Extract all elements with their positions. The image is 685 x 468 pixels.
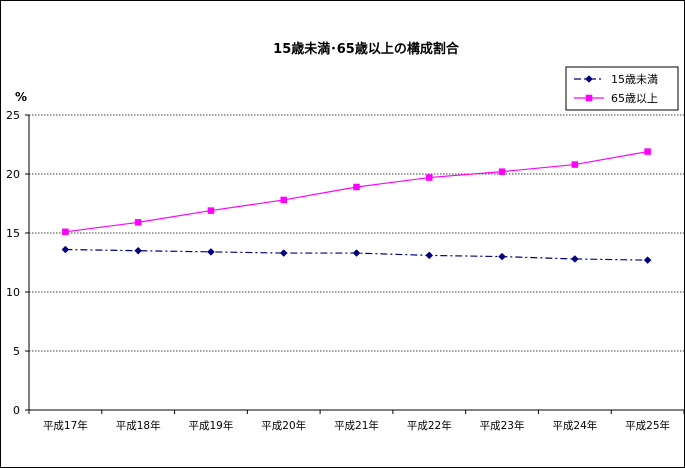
series-0	[61, 245, 652, 264]
legend-label-1: 65歳以上	[611, 92, 658, 105]
data-point-0-2	[207, 248, 215, 256]
data-point-1-2	[207, 207, 215, 214]
data-point-1-8	[644, 148, 651, 155]
x-tick-label-0: 平成17年	[43, 419, 88, 432]
series-line-1	[65, 150, 648, 233]
data-point-1-5	[426, 174, 433, 181]
x-tick-label-7: 平成24年	[552, 419, 597, 432]
y-axis-tick-labels: 0 5 10 15 20 25	[6, 109, 20, 417]
gridlines	[29, 114, 684, 352]
x-tick-label-3: 平成20年	[261, 419, 306, 432]
data-point-0-4	[352, 249, 361, 257]
data-point-0-3	[279, 249, 288, 257]
x-tick-label-5: 平成22年	[407, 419, 452, 432]
y-tick-label-15: 15	[6, 227, 20, 240]
data-point-0-0	[61, 245, 70, 254]
series-1	[62, 148, 651, 236]
data-point-1-1	[134, 219, 142, 226]
x-tick-label-6: 平成23年	[480, 419, 525, 432]
y-tick-label-5: 5	[13, 345, 20, 358]
y-tick-label-20: 20	[6, 168, 20, 181]
x-axis-tick-labels: 平成17年 平成18年 平成19年 平成20年 平成21年 平成22年 平成23年 平成24年…	[43, 419, 670, 432]
chart-title: 15歳未満･65歳以上の構成割合	[273, 41, 460, 57]
data-point-1-4	[353, 183, 360, 191]
data-point-0-6	[498, 252, 506, 261]
axes	[25, 114, 684, 414]
data-point-1-7	[571, 161, 579, 168]
legend: 15歳未満 65歳以上	[565, 66, 679, 111]
legend-label-0: 15歳未満	[611, 73, 658, 86]
x-tick-label-1: 平成18年	[116, 419, 161, 432]
data-point-0-1	[134, 246, 143, 255]
legend-marker-1	[585, 94, 593, 102]
data-point-0-8	[643, 256, 652, 264]
legend-item-0: 15歳未満	[574, 73, 658, 86]
data-series	[61, 148, 652, 264]
x-tick-label-8: 平成25年	[625, 419, 670, 432]
y-tick-label-10: 10	[6, 286, 20, 299]
y-tick-label-0: 0	[13, 404, 20, 417]
legend-item-1: 65歳以上	[574, 92, 658, 105]
data-point-1-6	[498, 168, 506, 175]
y-tick-label-25: 25	[6, 109, 20, 122]
y-axis-unit-label: %	[15, 90, 27, 104]
data-point-1-0	[62, 228, 69, 236]
data-point-1-3	[280, 196, 287, 204]
x-tick-label-4: 平成21年	[334, 419, 379, 432]
data-point-0-7	[570, 255, 579, 263]
data-point-0-5	[425, 251, 434, 260]
legend-marker-0	[585, 75, 593, 83]
x-tick-label-2: 平成19年	[189, 419, 234, 432]
legend-box	[565, 66, 679, 111]
